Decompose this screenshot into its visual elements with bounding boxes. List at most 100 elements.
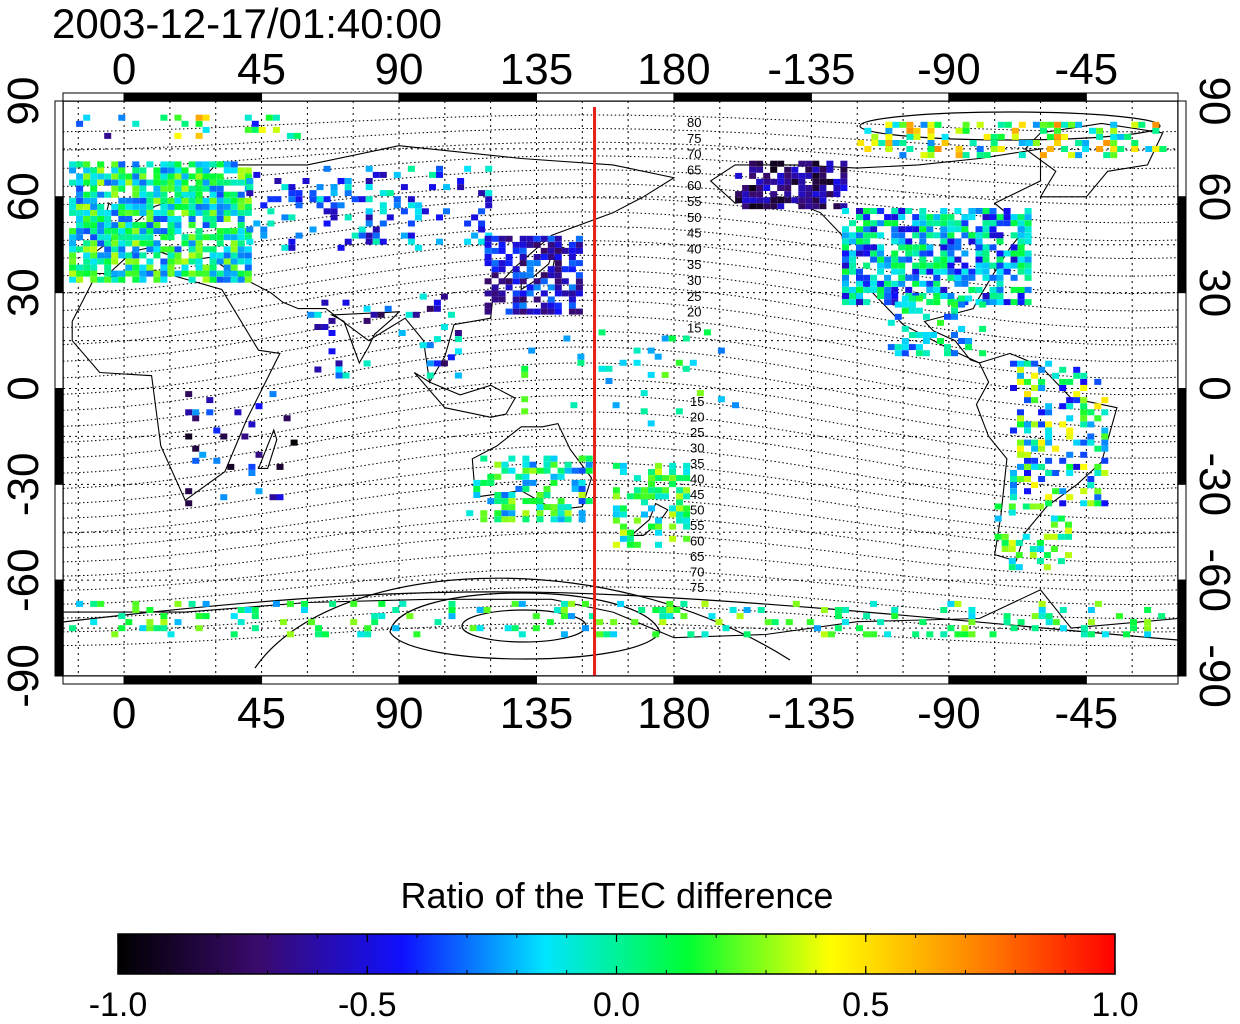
tec-pixel [1017, 476, 1024, 482]
tec-pixel [494, 492, 502, 498]
tec-pixel [379, 171, 387, 178]
tec-pixel [153, 625, 161, 632]
tec-pixel [996, 268, 1004, 275]
tec-pixel [230, 167, 238, 174]
tec-pixel [1008, 558, 1016, 565]
tec-pixel [372, 232, 380, 239]
tec-pixel [1017, 415, 1024, 422]
colorbar-title: Ratio of the TEC difference [401, 875, 834, 916]
tec-pixel [568, 241, 576, 248]
tec-pixel [833, 185, 841, 191]
tec-pixel [230, 209, 238, 216]
tec-pixel [926, 250, 934, 257]
tec-pixel [188, 173, 196, 180]
tec-pixel [1057, 515, 1065, 522]
tec-pixel [968, 208, 976, 214]
tec-pixel [626, 535, 634, 542]
tec-pixel [1045, 613, 1053, 620]
tec-pixel [230, 613, 238, 620]
tec-pixel [146, 191, 154, 198]
tec-pixel [321, 299, 329, 306]
tec-pixel [682, 365, 690, 372]
tec-pixel [315, 625, 322, 632]
axis-bar-segment [398, 675, 537, 685]
tec-pixel [554, 235, 562, 242]
tec-pixel [1110, 127, 1118, 134]
tec-pixel [202, 185, 210, 192]
tec-pixel [188, 270, 196, 277]
tec-pixel [434, 619, 442, 626]
tec-pixel [648, 469, 655, 475]
tec-pixel [680, 613, 688, 620]
tec-pixel [153, 191, 161, 198]
tec-pixel [1003, 619, 1011, 626]
contour-line [62, 445, 1179, 505]
tec-pixel [926, 244, 934, 251]
tec-pixel [612, 487, 620, 494]
tec-pixel [1096, 127, 1104, 134]
tec-pixel [181, 209, 189, 216]
tec-pixel [111, 228, 119, 235]
tec-pixel [281, 184, 289, 191]
tec-pixel [1101, 445, 1109, 452]
tec-pixel [983, 152, 991, 159]
tec-pixel [97, 240, 105, 247]
tec-pixel [547, 235, 555, 242]
tec-pixel [546, 619, 554, 626]
tec-pixel [1038, 445, 1046, 452]
tec-pixel [160, 179, 168, 186]
tec-pixel [926, 262, 934, 269]
tec-pixel [69, 197, 77, 204]
tec-pixel [669, 481, 677, 488]
tec-pixel [1010, 262, 1018, 269]
tec-pixel [237, 173, 245, 180]
tec-pixel [76, 276, 84, 283]
tec-pixel [519, 296, 527, 303]
tec-pixel [1036, 539, 1044, 546]
tec-pixel [132, 203, 140, 210]
tec-pixel [564, 504, 572, 511]
tec-pixel [933, 268, 941, 275]
tec-pixel [863, 613, 871, 620]
tec-pixel [132, 240, 140, 247]
tec-pixel [919, 238, 927, 245]
tec-pixel [508, 467, 516, 474]
tec-pixel [485, 202, 493, 209]
tec-pixel [1061, 133, 1068, 140]
tec-pixel [647, 420, 655, 427]
tec-pixel [891, 293, 899, 299]
tec-pixel [223, 246, 231, 253]
tec-pixel [244, 607, 252, 613]
tec-pixel [1075, 152, 1083, 159]
tec-pixel [655, 469, 662, 475]
tec-pixel [652, 631, 660, 638]
tec-pixel [777, 203, 785, 210]
tec-pixel [487, 473, 495, 480]
contour-label: 35 [687, 257, 701, 272]
tec-pixel [501, 516, 509, 523]
tec-pixel [1024, 360, 1031, 367]
tec-pixel [784, 178, 792, 185]
tec-pixel [1003, 299, 1011, 306]
tec-pixel [90, 240, 98, 247]
tec-pixel [504, 625, 512, 632]
tec-pixel [1101, 427, 1109, 434]
tec-pixel [891, 220, 899, 227]
tec-pixel [1110, 152, 1118, 159]
tec-pixel [202, 270, 210, 277]
tec-pixel [1087, 421, 1095, 428]
tec-pixel [251, 625, 259, 632]
tec-pixel [223, 270, 231, 277]
tec-pixel [996, 286, 1004, 293]
left-axis-bar [54, 100, 64, 677]
tec-pixel [856, 250, 863, 257]
tec-pixel [989, 262, 997, 269]
tec-pixel [968, 268, 976, 275]
tec-pixel [279, 619, 287, 626]
tec-pixel [940, 238, 948, 245]
tec-pixel [533, 260, 541, 267]
tec-pixel [922, 350, 930, 357]
tec-pixel [146, 240, 154, 247]
tec-pixel [372, 238, 380, 245]
tec-pixel [167, 222, 175, 229]
